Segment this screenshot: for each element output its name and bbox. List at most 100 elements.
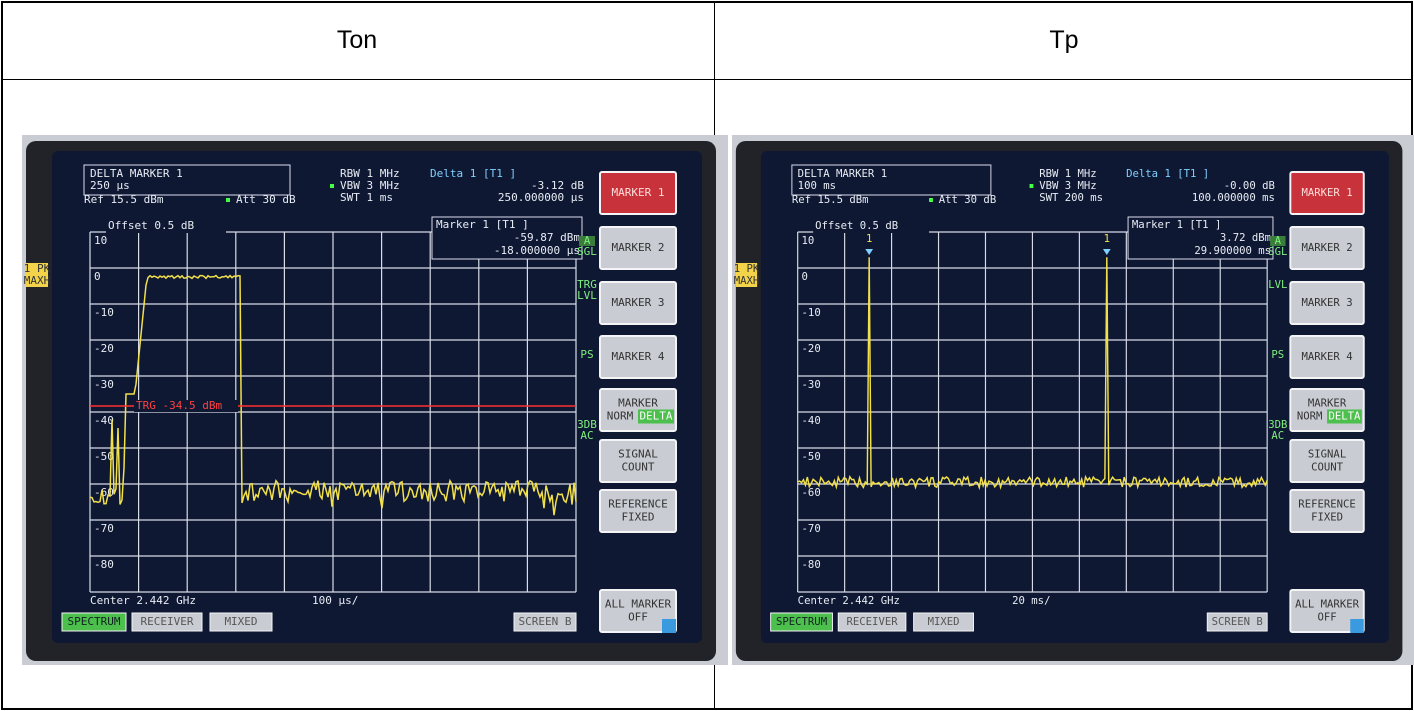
screen-text: OFF bbox=[628, 611, 648, 624]
bottom-key bbox=[61, 612, 127, 632]
screen-text: 1 PK bbox=[24, 262, 51, 275]
offset-bg bbox=[106, 221, 226, 233]
label-bg bbox=[92, 559, 116, 571]
screen-text: RECEIVER bbox=[847, 615, 899, 628]
bottom-key bbox=[513, 612, 577, 632]
table-border bbox=[1, 1, 1413, 3]
screen-text: 100.000000 ms bbox=[1192, 191, 1275, 204]
label-bg bbox=[92, 451, 116, 463]
screen-text: -40 bbox=[802, 414, 821, 427]
label-bg bbox=[799, 451, 823, 463]
screen-text: -80 bbox=[94, 558, 114, 571]
screen-text: COUNT bbox=[1311, 460, 1343, 473]
marker-symbol bbox=[1102, 249, 1111, 255]
screen-text: -20 bbox=[94, 342, 114, 355]
label-bg bbox=[92, 271, 116, 283]
screen-text: DELTA MARKER 1 bbox=[90, 167, 183, 180]
screen-text: 3DB bbox=[577, 418, 597, 431]
screen-text: -30 bbox=[94, 378, 114, 391]
screen-text: MARKER 2 bbox=[612, 241, 665, 254]
screen-text: MARKER 3 bbox=[612, 296, 665, 309]
bottom-key bbox=[837, 612, 907, 632]
screen-text: -50 bbox=[94, 450, 114, 463]
screen-text: MARKER 4 bbox=[612, 350, 665, 363]
screen-text: -70 bbox=[94, 522, 114, 535]
marker-info-box bbox=[1127, 216, 1274, 260]
screen-text: FIXED bbox=[1311, 510, 1343, 523]
screen-text: ALL MARKER bbox=[1295, 597, 1359, 610]
screen-text: REFERENCE bbox=[608, 498, 668, 511]
screen-text: MARKER 3 bbox=[1302, 296, 1353, 309]
row-divider bbox=[1, 79, 1413, 80]
screen-text: Delta 1 [T1 ] bbox=[430, 167, 516, 180]
screen-text: MARKER bbox=[1308, 396, 1347, 409]
screen-text: -40 bbox=[94, 414, 114, 427]
column-header: Ton bbox=[336, 26, 378, 54]
screen-text: -18.000000 µs bbox=[494, 244, 580, 257]
screen-text: 3DB bbox=[1268, 418, 1287, 431]
label-bg bbox=[92, 235, 116, 247]
softkey bbox=[1289, 171, 1365, 215]
screen-text: Marker 1 [T1 ] bbox=[436, 218, 529, 231]
label-bg bbox=[799, 523, 823, 535]
screen-text: 10 bbox=[802, 234, 815, 247]
label-bg bbox=[799, 235, 823, 247]
screen-text: -10 bbox=[94, 306, 114, 319]
screen-text: AC bbox=[580, 429, 593, 442]
bottom-key bbox=[131, 612, 203, 632]
screen-text: MIXED bbox=[928, 615, 960, 628]
trace bbox=[89, 274, 577, 516]
screen-text: -70 bbox=[802, 522, 821, 535]
screen-text: NORM bbox=[607, 410, 634, 423]
softkey bbox=[599, 281, 677, 325]
screen-text: MARKER 1 bbox=[612, 186, 665, 199]
screen-text: 100 µs/ bbox=[312, 594, 358, 607]
screen-text: SWT 1 ms bbox=[340, 191, 393, 204]
softkey bbox=[599, 589, 677, 633]
vbw-dot bbox=[1029, 184, 1034, 188]
screen-text: COUNT bbox=[621, 461, 654, 474]
screen-text: 0 bbox=[94, 270, 101, 283]
screen-text: SCREEN B bbox=[1212, 615, 1263, 628]
softkey bbox=[599, 335, 677, 379]
column-header: Tp bbox=[1049, 26, 1079, 54]
trace bbox=[797, 257, 1268, 491]
screen-text: 1 PK bbox=[734, 262, 760, 275]
marker-box bbox=[791, 164, 992, 196]
bottom-key bbox=[209, 612, 273, 632]
screen-text: MARKER 1 bbox=[1302, 186, 1353, 199]
screen-text: SCREEN B bbox=[519, 615, 572, 628]
screen-text: MARKER 4 bbox=[1302, 350, 1353, 363]
screen-text: DELTA bbox=[639, 410, 672, 423]
screen-text: SIGNAL bbox=[618, 448, 658, 461]
screen-text: FIXED bbox=[621, 511, 654, 524]
softkey bbox=[599, 226, 677, 270]
screen-text: -30 bbox=[802, 378, 821, 391]
screen-text: Ref 15.5 dBm bbox=[84, 193, 164, 206]
bottom-key bbox=[770, 612, 833, 632]
screen-text: OFF bbox=[1317, 610, 1336, 623]
screen-text: VBW 3 MHz bbox=[340, 179, 400, 192]
table-border bbox=[1, 708, 1413, 710]
screen-text: 100 ms bbox=[798, 179, 836, 192]
softkey bbox=[599, 171, 677, 215]
screen-text: Offset 0.5 dB bbox=[108, 219, 194, 232]
screen-text: MIXED bbox=[224, 615, 257, 628]
screen-text: MAXH bbox=[24, 274, 51, 287]
screen-text: -80 bbox=[802, 558, 821, 571]
screen-text: REFERENCE bbox=[1298, 497, 1355, 510]
toggle-on bbox=[638, 409, 674, 424]
table-border bbox=[1, 1, 3, 710]
screen-text: 29.900000 ms bbox=[1194, 244, 1271, 257]
screen-text: ALL MARKER bbox=[605, 598, 672, 611]
screen-text: RECEIVER bbox=[141, 615, 194, 628]
screen-text: TRG -34.5 dBm bbox=[136, 399, 222, 412]
label-bg bbox=[799, 343, 823, 355]
screen-text: LVL bbox=[1268, 278, 1287, 291]
screen-text: Att 30 dB bbox=[939, 193, 996, 206]
softkey bbox=[1289, 489, 1365, 533]
